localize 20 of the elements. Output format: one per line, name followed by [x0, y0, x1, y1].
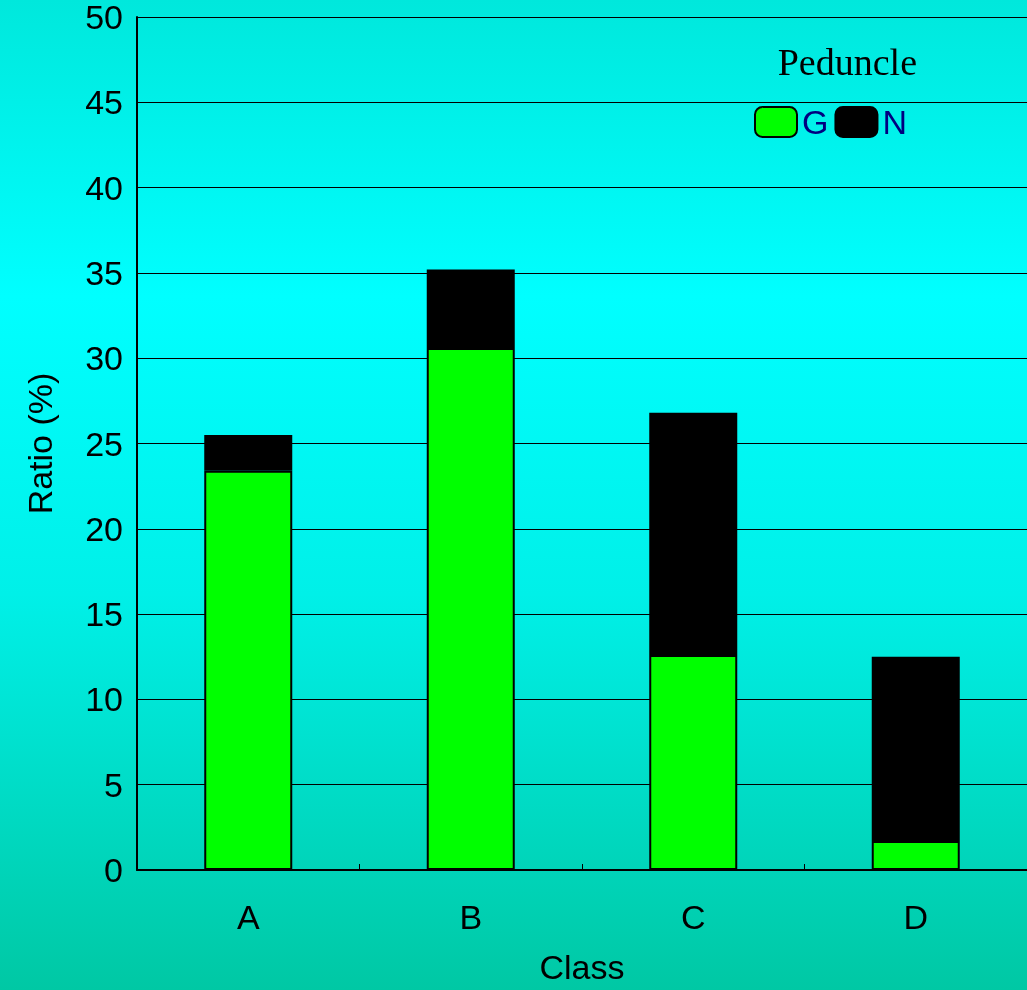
legend-label: G [802, 103, 829, 141]
y-tick-label: 50 [85, 0, 123, 36]
x-tick-label: A [236, 898, 260, 936]
y-tick-label: 20 [85, 509, 123, 548]
legend-label: N [882, 103, 908, 141]
y-tick-label: 35 [85, 253, 123, 292]
y-tick-label: 0 [104, 851, 123, 889]
y-tick-label: 40 [85, 168, 123, 207]
y-axis-title: Ratio (%) [21, 372, 59, 515]
x-tick-label: B [459, 898, 483, 936]
y-tick-label: 5 [104, 765, 123, 804]
y-tick-label: 30 [85, 339, 123, 378]
y-tick-label: 15 [85, 595, 123, 634]
y-tick-label: 45 [85, 83, 123, 122]
x-tick-label: D [903, 898, 929, 936]
y-tick-label: 10 [85, 680, 123, 719]
legend-title: Peduncle [777, 41, 918, 83]
x-tick-label: C [680, 898, 706, 936]
y-tick-label: 25 [85, 424, 123, 463]
x-axis-title: Class [539, 948, 625, 986]
